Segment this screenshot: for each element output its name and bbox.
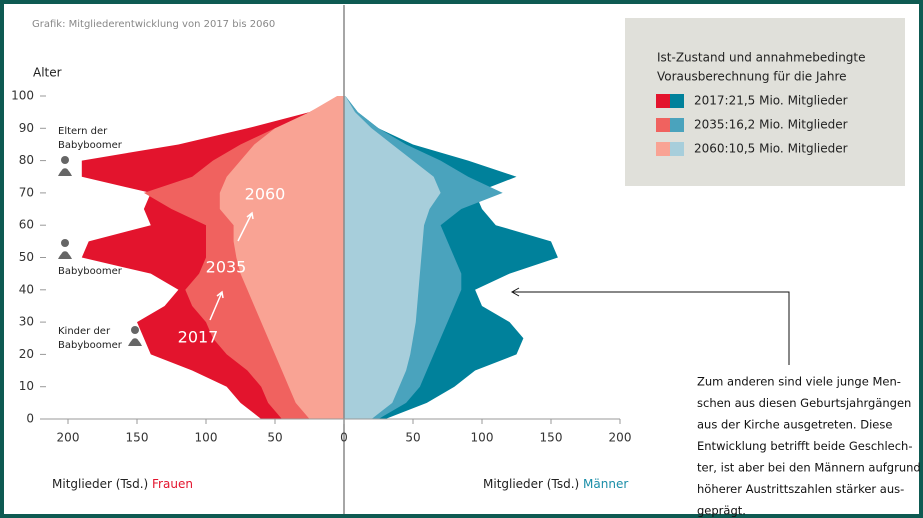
y-tick-label: 50 <box>19 250 34 264</box>
legend-swatch <box>670 142 684 156</box>
legend-swatch <box>670 118 684 132</box>
x-tick-label: 150 <box>126 431 149 445</box>
legend-swatch <box>670 94 684 108</box>
right-label: Männer <box>583 477 628 491</box>
left-label: Frauen <box>152 477 193 491</box>
y-tick-label: 90 <box>19 121 34 135</box>
annotation: Babyboomer <box>58 140 123 151</box>
note-line: höherer Austrittszahlen stärker aus- <box>697 482 904 496</box>
legend-label: 2060:10,5 Mio. Mitglieder <box>694 142 848 156</box>
icon-boomers <box>58 239 72 259</box>
legend-swatch <box>656 118 670 132</box>
legend-title: Vorausberechnung für die Jahre <box>657 70 847 84</box>
x-axis-label: Mitglieder (Tsd.) Männer <box>483 477 628 491</box>
y-tick-label: 20 <box>19 347 34 361</box>
note-line: Entwicklung betrifft beide Geschlech- <box>697 439 913 453</box>
y-tick-label: 60 <box>19 218 34 232</box>
x-axis-label: Mitglieder (Tsd.) Frauen <box>52 477 193 491</box>
year-label: 2035 <box>206 258 247 277</box>
icon-children <box>128 326 142 346</box>
x-tick-label: 50 <box>267 431 282 445</box>
x-tick-label: 100 <box>471 431 494 445</box>
annotation: Kinder der <box>58 326 111 337</box>
y-tick-label: 40 <box>19 282 34 296</box>
note-line: aus der Kirche ausgetreten. Diese <box>697 418 892 432</box>
y-axis-label: Alter <box>33 66 62 80</box>
legend-title: Ist-Zustand und annahmebedingte <box>657 51 866 65</box>
note-line: ter, ist aber bei den Männern aufgrund <box>697 461 921 475</box>
annotation: Babyboomer <box>58 266 123 277</box>
chart-title: Grafik: Mitgliederentwicklung von 2017 b… <box>32 19 275 30</box>
x-tick-label: 200 <box>609 431 632 445</box>
year-label: 2060 <box>245 185 286 204</box>
annotation: Eltern der <box>58 126 108 137</box>
x-label-text: Mitglieder (Tsd.) <box>483 477 579 491</box>
female-area <box>219 96 344 419</box>
y-tick-label: 30 <box>19 315 34 329</box>
legend-swatch <box>656 142 670 156</box>
year-label: 2017 <box>178 328 219 347</box>
legend-label: 2035:16,2 Mio. Mitglieder <box>694 118 848 132</box>
x-tick-label: 200 <box>57 431 80 445</box>
legend-label: 2017:21,5 Mio. Mitglieder <box>694 94 848 108</box>
y-tick-label: 100 <box>11 89 34 103</box>
note-line: Zum anderen sind viele junge Men- <box>697 375 901 389</box>
y-tick-label: 80 <box>19 153 34 167</box>
y-tick-label: 10 <box>19 379 34 393</box>
x-tick-label: 100 <box>195 431 218 445</box>
note-pointer <box>510 287 790 365</box>
x-tick-label: 0 <box>340 431 348 445</box>
y-tick-label: 70 <box>19 185 34 199</box>
x-tick-label: 150 <box>540 431 563 445</box>
x-label-text: Mitglieder (Tsd.) <box>52 477 148 491</box>
note-line: geprägt. <box>697 504 746 518</box>
x-tick-label: 50 <box>405 431 420 445</box>
y-tick-label: 0 <box>26 412 34 426</box>
annotation: Babyboomer <box>58 340 123 351</box>
note-line: schen aus diesen Geburtsjahrgängen <box>697 396 911 410</box>
male-area <box>344 96 441 419</box>
legend-swatch <box>656 94 670 108</box>
icon-parents <box>58 156 72 176</box>
year-arrows <box>209 211 254 321</box>
